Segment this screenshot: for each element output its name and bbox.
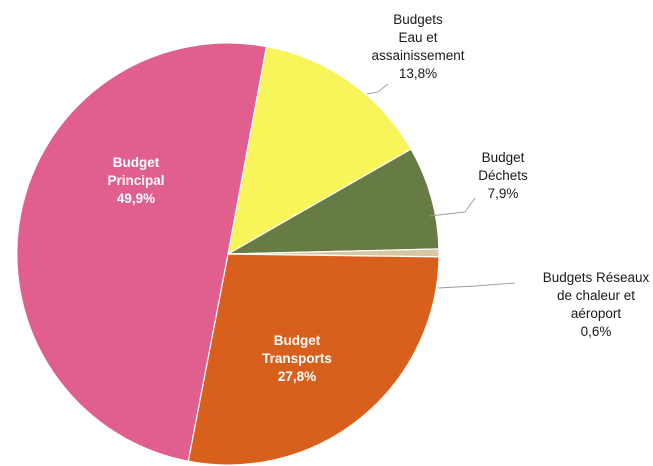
slice-value-label: 49,9% xyxy=(117,191,155,206)
pie-slice xyxy=(227,148,440,255)
slice-label: Budgets Eau et assainissement 13,8% xyxy=(371,12,464,81)
slice-label: Budget Transports 27,8% xyxy=(262,333,332,384)
slice-name-line: Budgets Réseaux xyxy=(543,270,650,285)
leader-line xyxy=(437,282,516,289)
slice-name-line: Principal xyxy=(107,173,164,188)
leader-line xyxy=(429,197,476,217)
slice-name-line: aéroport xyxy=(571,306,622,321)
slice-label: Budget Déchets 7,9% xyxy=(478,150,528,201)
pie-slice xyxy=(16,42,268,462)
leader-lines xyxy=(366,83,516,289)
slice-name-line: Eau et xyxy=(398,30,437,45)
slice-labels: Budgets Eau et assainissement 13,8% Budget Dé… xyxy=(107,12,649,384)
slice-name-line: assainissement xyxy=(371,48,464,63)
slice-value-label: 27,8% xyxy=(278,369,316,384)
leader-line xyxy=(366,83,389,95)
pie-slice xyxy=(187,253,440,466)
slice-name-line: Budget xyxy=(113,155,160,170)
slice-label: Budgets Réseaux de chaleur et aéroport 0,6% xyxy=(543,270,650,339)
pie-slice xyxy=(227,45,412,256)
slice-name-line: Déchets xyxy=(478,168,528,183)
slice-name-line: Transports xyxy=(262,351,332,366)
slice-name-line: de chaleur et xyxy=(557,288,635,303)
slice-label: Budget Principal 49,9% xyxy=(107,155,164,206)
slice-value-label: 13,8% xyxy=(399,66,437,81)
slice-name-line: Budget xyxy=(482,150,525,165)
pie-slices xyxy=(16,42,440,466)
slice-name-line: Budgets xyxy=(393,12,443,27)
slice-value-label: 0,6% xyxy=(581,324,612,339)
slice-name-line: Budget xyxy=(274,333,321,348)
slice-value-label: 7,9% xyxy=(488,186,519,201)
